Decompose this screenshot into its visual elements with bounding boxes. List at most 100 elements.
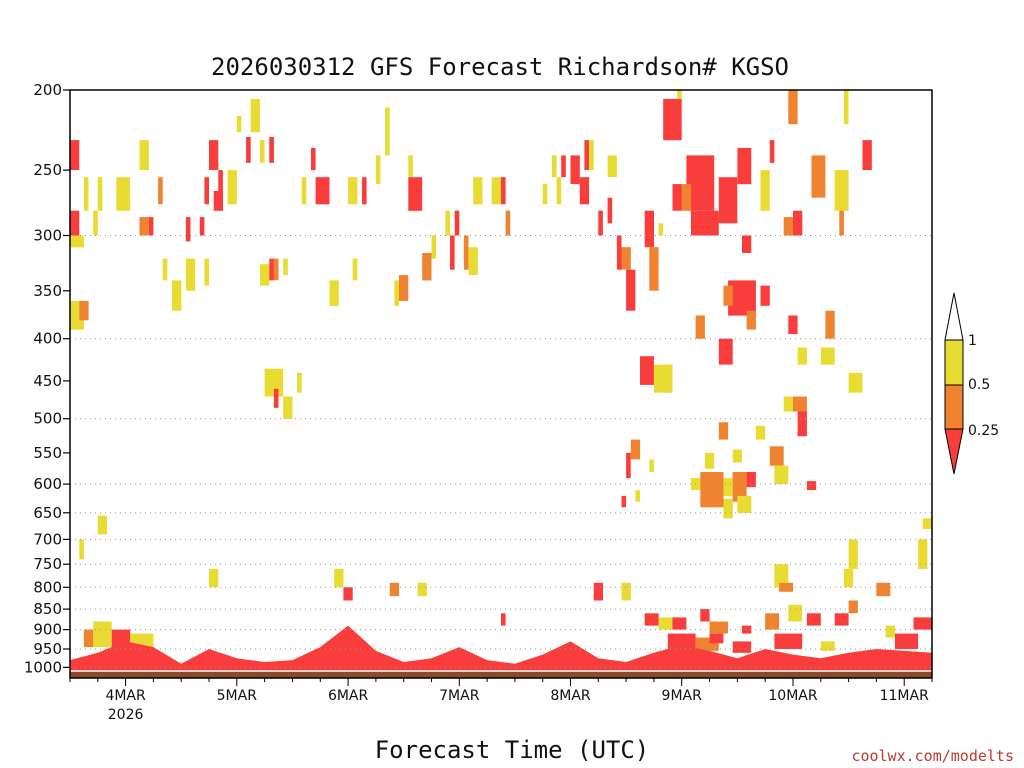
ri-cell xyxy=(783,217,793,236)
ri-cell xyxy=(894,633,919,649)
x-axis: 4MAR 2026 5MAR 6MAR 7MAR 8MAR 9MAR 10MAR 11MAR xyxy=(69,678,933,723)
ri-cell xyxy=(797,411,807,437)
colorbar-label: 0.25 xyxy=(968,423,999,439)
ri-cell xyxy=(348,177,358,205)
ri-cell xyxy=(97,177,103,211)
ri-cell xyxy=(552,155,557,178)
ri-cell xyxy=(765,613,780,630)
ri-cell xyxy=(700,472,724,508)
ri-cell xyxy=(732,472,747,502)
colorbar-bottom-arrow xyxy=(944,428,964,475)
ri-cell xyxy=(213,191,223,211)
ri-cell xyxy=(598,210,603,236)
ri-cell xyxy=(718,177,738,224)
ri-cell xyxy=(774,564,789,588)
ri-cell xyxy=(820,347,835,365)
x-tick-label: 8MAR xyxy=(550,688,591,704)
ri-cell xyxy=(352,258,358,281)
y-tick-label: 200 xyxy=(33,81,62,99)
y-tick-label: 400 xyxy=(33,330,62,348)
ri-cell xyxy=(70,210,80,236)
ri-cell xyxy=(774,633,803,649)
watermark-text: coolwx.com/modelts xyxy=(851,747,1014,765)
ri-cell xyxy=(732,449,742,463)
y-tick-label: 750 xyxy=(33,555,62,573)
ri-cell xyxy=(269,137,274,163)
ri-cell xyxy=(843,90,849,125)
ri-cell xyxy=(922,518,932,529)
ri-cell xyxy=(311,147,316,171)
ri-cell xyxy=(389,582,400,597)
ri-cell xyxy=(561,155,566,178)
ri-cell xyxy=(862,140,872,170)
y-tick-label: 600 xyxy=(33,475,62,493)
ri-cell xyxy=(834,170,849,211)
ri-cell xyxy=(209,140,219,170)
ri-cell xyxy=(172,280,182,311)
ri-cell xyxy=(769,140,775,163)
ri-cell xyxy=(301,177,307,205)
ri-cell xyxy=(468,247,478,275)
y-tick-label: 550 xyxy=(33,444,62,462)
ri-cell xyxy=(246,137,251,163)
ri-cell xyxy=(264,368,284,397)
ri-cell xyxy=(616,235,622,270)
ri-cell xyxy=(97,515,108,535)
ri-cell xyxy=(700,609,710,622)
ri-cell xyxy=(185,258,196,291)
x-tick-label: 9MAR xyxy=(662,688,703,704)
colorbar-segment xyxy=(944,384,964,430)
ri-cell xyxy=(399,275,409,301)
ri-cell xyxy=(746,310,756,330)
ri-cell xyxy=(672,184,682,211)
ri-cell xyxy=(681,184,691,211)
ri-cell xyxy=(431,235,437,259)
ri-cell xyxy=(644,210,654,248)
y-tick-label: 700 xyxy=(33,530,62,548)
ri-cell xyxy=(723,478,733,496)
ri-cell xyxy=(667,633,696,649)
ri-cell xyxy=(774,465,789,485)
ri-cell xyxy=(918,539,928,569)
ri-cell xyxy=(626,269,636,311)
ri-cell xyxy=(417,582,427,597)
ri-cell xyxy=(672,617,687,630)
ri-cell xyxy=(501,613,506,626)
ri-cell xyxy=(570,155,580,185)
y-tick-label: 250 xyxy=(33,161,62,179)
ground-surface xyxy=(70,671,932,678)
y-axis: 200 250 300 350 400 450 500 550 600 650 700 750 800 8… xyxy=(24,81,70,676)
ri-cell xyxy=(579,177,590,205)
ri-cell xyxy=(227,170,237,205)
ri-cell xyxy=(742,625,752,634)
ri-cell xyxy=(297,372,302,393)
ri-cell xyxy=(658,223,664,236)
ri-cell xyxy=(422,253,432,281)
x-tick-label: 7MAR xyxy=(439,688,480,704)
ri-cell xyxy=(204,177,209,205)
ri-cell xyxy=(848,539,858,569)
ri-cell xyxy=(797,347,807,365)
ri-cell xyxy=(79,300,89,321)
ri-cell xyxy=(695,315,705,339)
ri-cell xyxy=(329,280,339,306)
ri-cell xyxy=(709,621,728,634)
ri-cell xyxy=(783,396,793,412)
ri-cell xyxy=(760,285,770,306)
ri-cell xyxy=(718,338,733,365)
ri-cell xyxy=(491,177,501,205)
ri-cell xyxy=(83,629,94,648)
ri-cell xyxy=(385,107,390,156)
y-tick-label: 500 xyxy=(33,410,62,428)
ri-cell xyxy=(463,235,469,270)
ri-cell xyxy=(621,495,627,508)
ri-cell xyxy=(70,140,80,170)
ri-cell xyxy=(93,210,98,236)
ri-cell xyxy=(843,568,854,588)
ri-cell xyxy=(273,388,279,408)
ri-cell xyxy=(93,621,112,648)
ri-cell xyxy=(454,210,460,236)
ri-cell xyxy=(663,98,682,141)
ri-cell xyxy=(811,155,826,198)
